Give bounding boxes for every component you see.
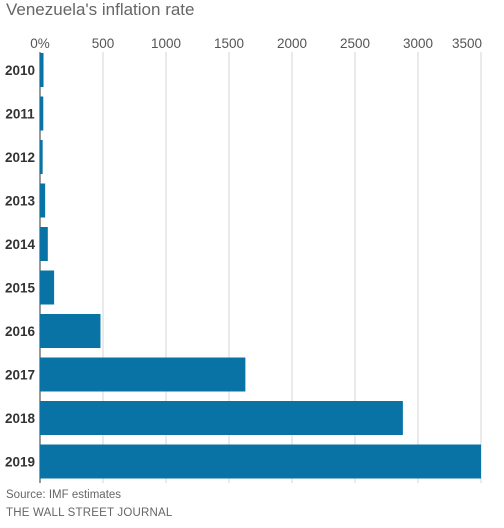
bar-2011 <box>40 96 44 131</box>
bar-2018 <box>40 401 403 435</box>
bar-2014 <box>40 227 48 261</box>
bar-2010 <box>40 53 44 87</box>
bar-2019 <box>40 444 481 479</box>
bar-2012 <box>40 140 43 174</box>
y-tick-label: 2017 <box>5 368 35 383</box>
x-tick-label: 0% <box>30 36 50 51</box>
x-tick-label: 500 <box>92 36 115 51</box>
y-tick-label: 2013 <box>5 194 36 209</box>
source-note: Source: IMF estimates <box>6 489 122 501</box>
bar-2016 <box>40 314 101 348</box>
bar-2017 <box>40 357 246 392</box>
y-tick-label: 2015 <box>5 281 36 296</box>
y-tick-label: 2012 <box>5 150 35 165</box>
y-tick-label: 2016 <box>5 324 36 339</box>
bar-2015 <box>40 270 55 305</box>
x-tick-label: 3500 <box>452 36 482 51</box>
x-tick-label: 2500 <box>340 36 370 51</box>
publisher-credit: THE WALL STREET JOURNAL <box>6 507 173 519</box>
y-tick-label: 2018 <box>5 411 36 426</box>
y-tick-label: 2011 <box>5 107 35 122</box>
x-tick-label: 1500 <box>214 36 244 51</box>
y-tick-label: 2019 <box>5 455 35 470</box>
bar-2013 <box>40 183 46 218</box>
y-tick-label: 2010 <box>5 63 35 78</box>
chart-title: Venezuela's inflation rate <box>6 0 195 19</box>
x-tick-label: 3000 <box>403 36 433 51</box>
x-tick-label: 1000 <box>151 36 181 51</box>
x-tick-label: 2000 <box>277 36 307 51</box>
y-tick-label: 2014 <box>5 237 36 252</box>
